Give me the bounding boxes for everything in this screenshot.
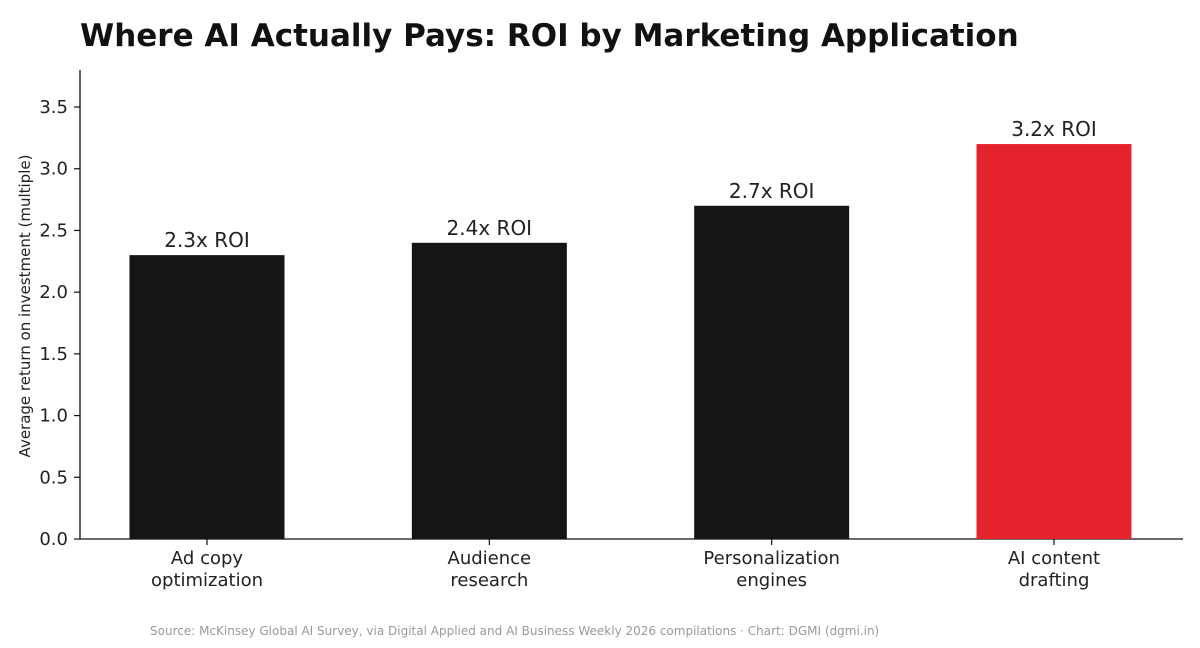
x-category-label: research	[450, 570, 528, 591]
y-tick-label: 1.5	[39, 344, 68, 365]
y-axis-label: Average return on investment (multiple)	[16, 155, 34, 458]
y-tick-label: 3.0	[39, 159, 68, 180]
bar-value-label: 2.7x ROI	[729, 179, 815, 203]
y-tick-label: 1.0	[39, 406, 68, 427]
source-note: Source: McKinsey Global AI Survey, via D…	[150, 624, 879, 638]
y-axis-label-group: Average return on investment (multiple)	[16, 155, 34, 458]
x-category-label: Audience	[448, 548, 532, 569]
bar	[976, 144, 1132, 540]
chart-title: Where AI Actually Pays: ROI by Marketing…	[80, 18, 1019, 54]
x-category-label: Personalization	[703, 548, 839, 569]
x-category-label: AI content	[1008, 548, 1100, 569]
bar-value-label: 3.2x ROI	[1011, 117, 1097, 141]
bar-value-label: 2.3x ROI	[164, 228, 250, 252]
y-tick-label: 3.5	[39, 97, 68, 118]
bar	[694, 205, 850, 539]
y-tick-label: 0.5	[39, 467, 68, 488]
plot-area: 0.0 0.5 1.0 1.5 2.0 2.5 3.0 3.5 2.3x ROI Ad copyo…	[39, 70, 1183, 591]
x-category-label: optimization	[151, 570, 263, 591]
x-category-label: Ad copy	[171, 548, 243, 569]
bar	[129, 255, 285, 539]
y-tick-label: 2.0	[39, 282, 68, 303]
y-tick-label: 0.0	[39, 529, 68, 550]
x-category-label: engines	[736, 570, 807, 591]
x-category-label: drafting	[1019, 570, 1090, 591]
bar-value-label: 2.4x ROI	[447, 216, 533, 240]
y-tick-label: 2.5	[39, 220, 68, 241]
bar	[411, 242, 567, 539]
